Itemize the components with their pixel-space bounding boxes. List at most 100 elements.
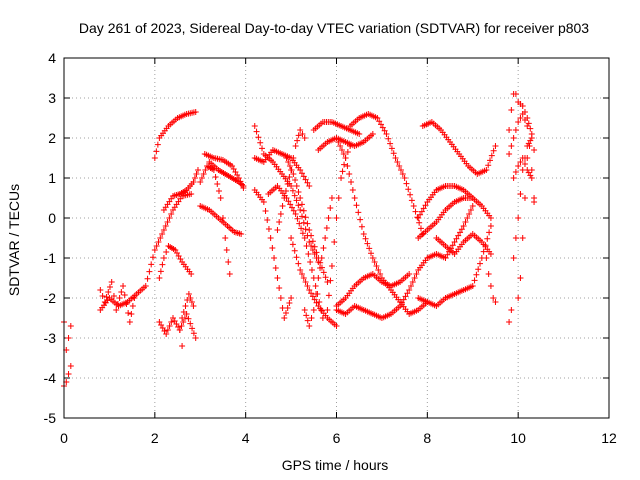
data-point xyxy=(515,215,522,221)
data-point xyxy=(531,147,538,153)
data-point xyxy=(422,202,429,209)
series-s30 xyxy=(388,203,476,317)
data-point xyxy=(295,202,302,209)
data-point xyxy=(526,143,533,149)
data-point xyxy=(97,287,104,293)
data-point xyxy=(106,284,113,290)
data-point xyxy=(290,207,297,214)
data-point xyxy=(527,125,534,132)
x-tick-label: 8 xyxy=(423,430,431,446)
data-point xyxy=(309,247,316,253)
data-point xyxy=(320,269,327,276)
data-point xyxy=(340,151,347,157)
data-point xyxy=(508,307,515,313)
data-point xyxy=(283,155,290,161)
data-point xyxy=(519,235,526,241)
data-point xyxy=(508,143,515,149)
series-s28 xyxy=(333,303,394,321)
data-point xyxy=(486,229,493,236)
data-point xyxy=(311,296,318,303)
data-point xyxy=(259,145,266,152)
data-point xyxy=(339,168,346,175)
data-point xyxy=(512,235,519,241)
data-point xyxy=(408,197,415,204)
data-point xyxy=(288,295,295,301)
data-point xyxy=(335,195,342,201)
data-point xyxy=(490,295,497,301)
series-s33 xyxy=(419,119,499,177)
data-point xyxy=(356,131,363,137)
data-point xyxy=(185,315,192,322)
data-point xyxy=(300,219,307,226)
data-point xyxy=(483,167,490,173)
data-point xyxy=(309,293,316,300)
data-point xyxy=(99,293,106,299)
data-point xyxy=(327,205,334,211)
series-s13 xyxy=(197,163,233,277)
data-point xyxy=(301,235,308,241)
data-point xyxy=(292,143,299,149)
data-point xyxy=(309,238,316,245)
data-point xyxy=(151,247,158,253)
data-point xyxy=(508,107,515,113)
data-point xyxy=(322,235,329,241)
data-point xyxy=(417,211,424,218)
data-point xyxy=(304,283,311,289)
data-point xyxy=(397,167,404,173)
data-point xyxy=(310,307,317,313)
data-point xyxy=(303,312,310,319)
data-point xyxy=(277,295,284,301)
data-point xyxy=(487,215,494,221)
data-point xyxy=(148,261,155,268)
data-point xyxy=(409,279,416,285)
data-point xyxy=(279,203,286,209)
data-point xyxy=(347,143,354,149)
data-point xyxy=(360,231,367,237)
data-point xyxy=(292,211,299,217)
data-point xyxy=(460,223,467,229)
data-point xyxy=(457,229,464,236)
data-point xyxy=(413,271,420,277)
data-point xyxy=(378,121,385,128)
data-point xyxy=(320,245,327,251)
data-point xyxy=(327,277,334,284)
data-point xyxy=(185,291,192,297)
data-point xyxy=(297,127,304,133)
data-point xyxy=(390,150,397,157)
data-point xyxy=(291,192,298,199)
series-s03 xyxy=(97,191,195,313)
data-point xyxy=(512,169,519,175)
data-point xyxy=(524,155,531,161)
data-point xyxy=(483,255,490,261)
data-point xyxy=(373,263,380,269)
data-point xyxy=(524,123,531,129)
data-point xyxy=(146,268,153,275)
data-point xyxy=(292,177,299,183)
data-point xyxy=(305,251,312,257)
data-point xyxy=(517,115,524,121)
y-tick-label: 0 xyxy=(48,210,56,226)
data-point xyxy=(290,155,297,161)
data-point xyxy=(328,195,335,201)
data-point xyxy=(451,239,458,245)
data-point xyxy=(333,215,340,221)
data-point xyxy=(485,271,492,277)
data-point xyxy=(288,167,295,173)
data-point xyxy=(396,163,403,169)
data-point xyxy=(281,315,288,321)
data-point xyxy=(298,271,305,277)
data-point xyxy=(219,215,226,221)
data-point xyxy=(159,231,166,237)
data-point xyxy=(317,265,324,271)
y-tick-label: -4 xyxy=(44,370,57,386)
data-point xyxy=(126,319,133,325)
data-point xyxy=(128,311,135,317)
data-point xyxy=(406,271,413,277)
data-point xyxy=(105,289,112,295)
data-point xyxy=(506,319,513,325)
data-point xyxy=(293,254,300,261)
data-point xyxy=(398,299,405,306)
series-s12 xyxy=(197,203,245,237)
data-point xyxy=(471,277,478,284)
data-point xyxy=(515,295,522,301)
